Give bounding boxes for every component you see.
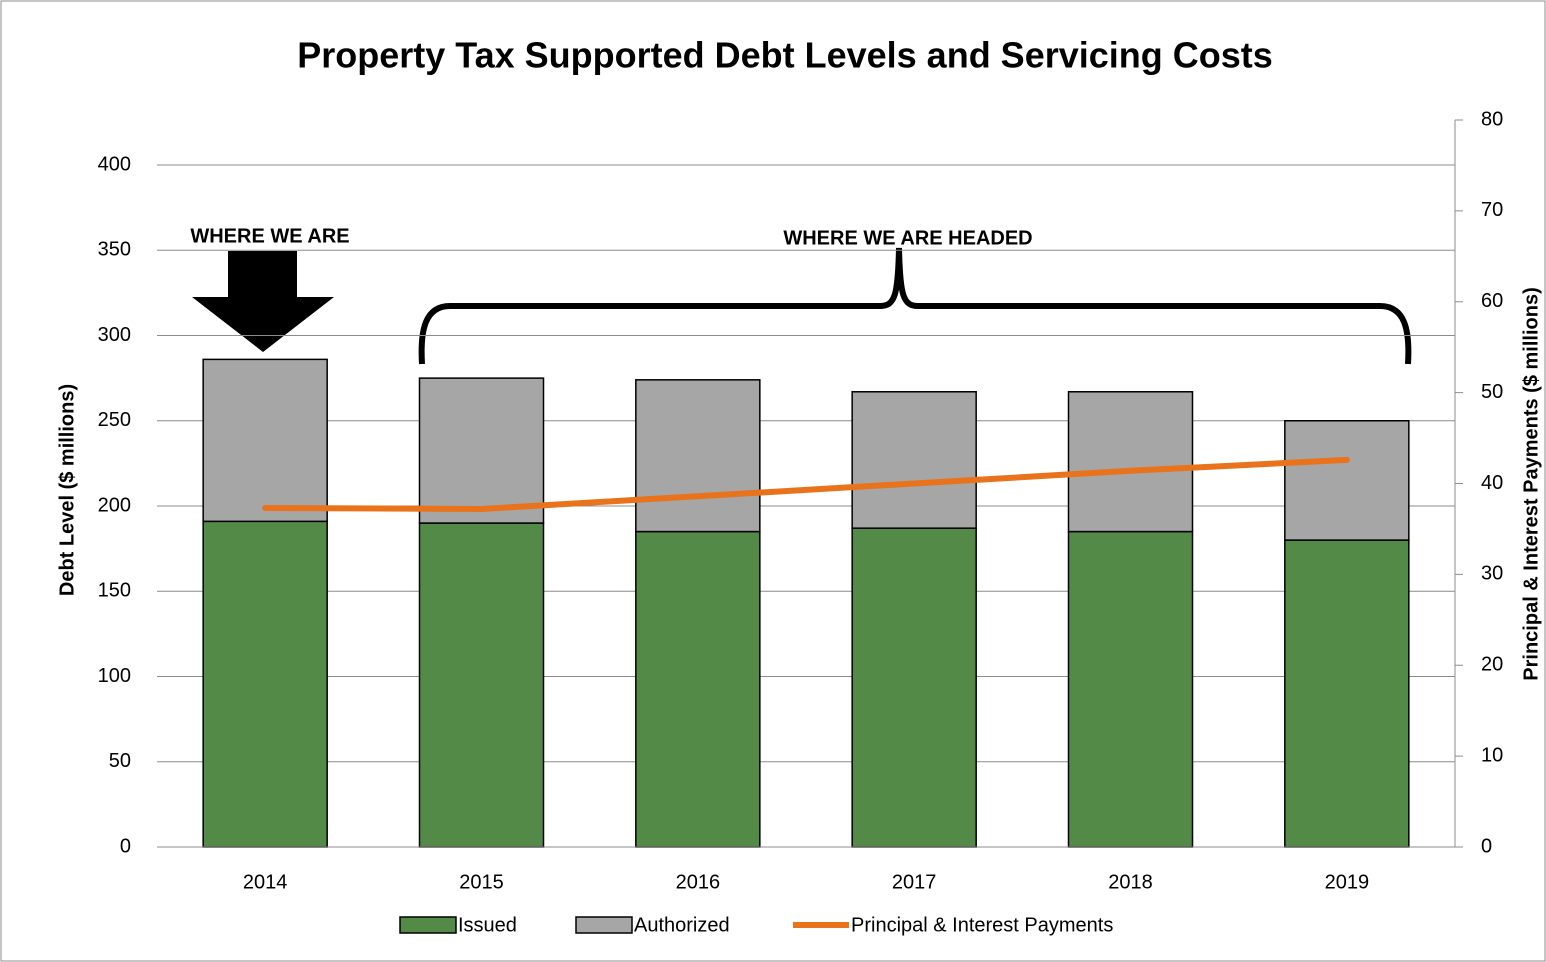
x-tick-label: 2018: [1108, 871, 1153, 893]
y-tick-label: 0: [120, 835, 131, 857]
y2-tick-label: 80: [1481, 108, 1503, 130]
y2-tick-label: 40: [1481, 472, 1503, 494]
bar: [202, 358, 328, 523]
y-axis-title: Debt Level ($ millions): [56, 384, 78, 596]
y-tick-label: 150: [98, 580, 131, 602]
y2-axis-title: Principal & Interest Payments ($ million…: [1520, 287, 1542, 680]
bar: [851, 527, 977, 848]
bar: [202, 520, 328, 848]
bar: [1284, 420, 1410, 541]
annotation: WHERE WE ARE: [190, 225, 349, 247]
legend-label: Authorized: [634, 914, 730, 936]
y2-tick-label: 70: [1481, 199, 1503, 221]
bar: [1067, 391, 1194, 533]
legend-label: Issued: [458, 914, 517, 936]
x-tick-label: 2014: [243, 871, 288, 893]
legend-swatch: [399, 916, 457, 934]
bar: [418, 522, 545, 848]
y2-tick-label: 60: [1481, 290, 1503, 312]
y2-tick-label: 20: [1481, 654, 1503, 676]
bar: [1067, 530, 1194, 848]
y-tick-label: 100: [98, 665, 131, 687]
y-tick-label: 200: [98, 494, 131, 516]
x-tick-label: 2017: [892, 871, 937, 893]
bar: [1284, 539, 1410, 848]
annotation: WHERE WE ARE HEADED: [783, 227, 1032, 249]
y-tick-label: 50: [109, 750, 131, 772]
chart-title: Property Tax Supported Debt Levels and S…: [297, 35, 1273, 76]
bar: [635, 530, 761, 848]
brace: [418, 247, 1412, 365]
x-tick-label: 2016: [676, 871, 721, 893]
y2-tick-label: 0: [1481, 835, 1492, 857]
legend-label: Principal & Interest Payments: [851, 914, 1113, 936]
legend-swatch: [575, 916, 633, 934]
y2-tick-label: 30: [1481, 563, 1503, 585]
y-tick-label: 300: [98, 324, 131, 346]
y-tick-label: 350: [98, 239, 131, 261]
x-tick-label: 2019: [1325, 871, 1370, 893]
arrow: [192, 251, 334, 352]
bar: [418, 377, 545, 524]
line: [262, 456, 1350, 512]
bar: [851, 391, 977, 529]
x-tick-label: 2015: [459, 871, 504, 893]
y2-tick-label: 50: [1481, 381, 1503, 403]
y-tick-label: 250: [98, 409, 131, 431]
y2-tick-label: 10: [1481, 744, 1503, 766]
bar: [635, 379, 761, 533]
y-tick-label: 400: [98, 153, 131, 175]
